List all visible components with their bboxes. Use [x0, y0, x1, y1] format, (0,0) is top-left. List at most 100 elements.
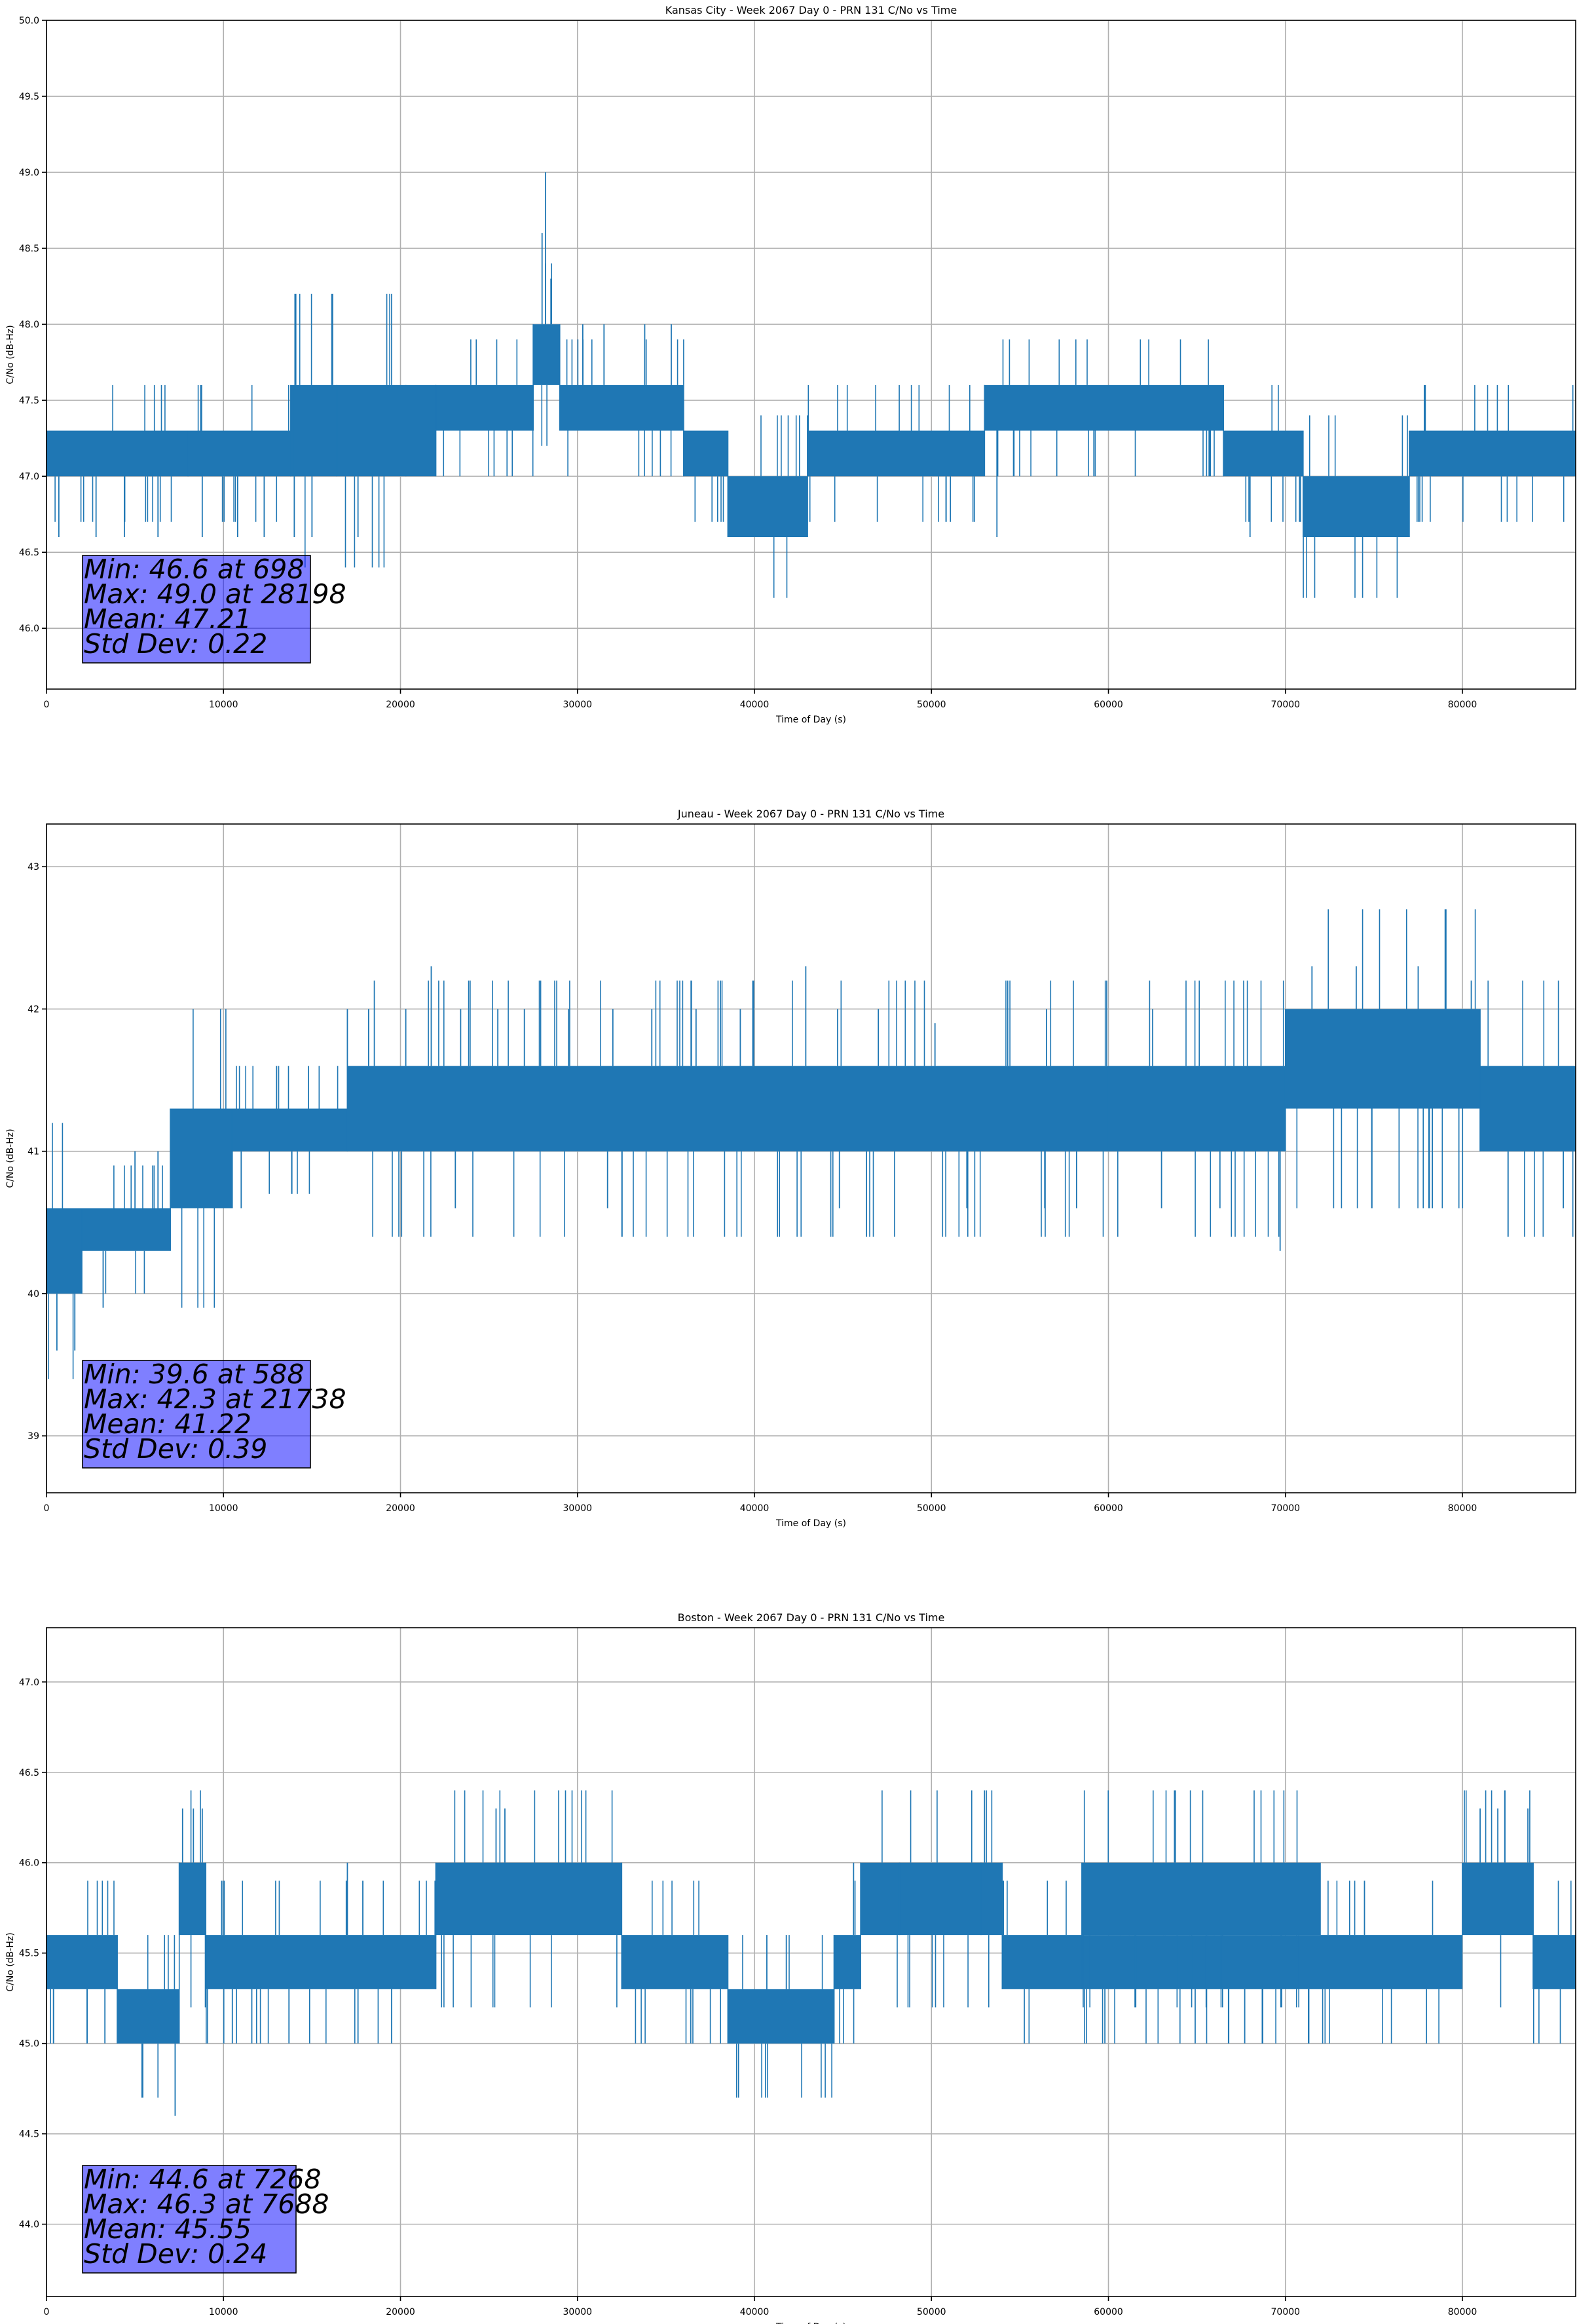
y-tick-label: 46.0	[19, 624, 39, 634]
signal-band	[1462, 1790, 1534, 2008]
stats-line: Std Dev: 0.22	[84, 628, 267, 660]
band-strokes	[621, 1935, 728, 1989]
band-strokes	[178, 1862, 206, 1936]
band-strokes	[559, 384, 684, 431]
y-tick-label: 46.0	[19, 1858, 39, 1869]
y-axis-label: C/No (dB-Hz)	[5, 325, 16, 384]
band-excursions	[635, 1881, 721, 2044]
band-excursions	[197, 384, 289, 522]
band-excursions	[441, 1790, 618, 2008]
y-tick-label: 46.5	[19, 1768, 39, 1778]
signal-band	[205, 1881, 436, 2044]
x-tick-label: 30000	[563, 2307, 592, 2317]
band-excursions	[997, 339, 1215, 477]
x-tick-label: 40000	[740, 2307, 770, 2317]
y-tick-label: 40	[28, 1289, 39, 1300]
x-tick-label: 70000	[1271, 2307, 1301, 2317]
x-tick-label: 0	[44, 1503, 50, 1514]
chart-juneau: 0 10000 20000 30000 40000 50000 60000 70000 8000…	[5, 808, 1576, 1529]
x-axis-label: Time of Day (s)	[775, 1518, 846, 1529]
band-strokes	[46, 1935, 118, 1989]
band-strokes	[1532, 1935, 1576, 1989]
band-strokes	[1285, 1009, 1480, 1109]
x-tick-label: 80000	[1448, 700, 1477, 710]
band-strokes	[81, 1208, 170, 1251]
y-tick-label: 45.0	[19, 2039, 39, 2050]
y-tick-label: 39	[28, 1431, 39, 1442]
signal-band	[1479, 981, 1576, 1237]
y-tick-label: 45.5	[19, 1949, 39, 1959]
x-tick-label: 10000	[209, 700, 238, 710]
chart-title: Boston - Week 2067 Day 0 - PRN 131 C/No …	[678, 1611, 945, 1624]
signal-band	[1081, 1790, 1321, 2008]
band-strokes	[1303, 476, 1409, 537]
y-tick-label: 48.5	[19, 244, 39, 254]
stats-box-background	[82, 555, 311, 664]
band-strokes	[187, 430, 291, 477]
band-excursions	[541, 263, 552, 446]
y-tick-label: 43	[28, 862, 39, 872]
band-excursions	[1245, 384, 1301, 522]
band-excursions	[236, 1066, 339, 1194]
band-strokes	[727, 1989, 834, 2044]
y-tick-label: 46.5	[19, 548, 39, 558]
x-tick-label: 0	[44, 700, 50, 710]
x-axis-label: Time of Day (s)	[775, 2322, 846, 2324]
y-tick-label: 49.0	[19, 168, 39, 178]
signal-band	[727, 1935, 834, 2098]
signal-band	[621, 1881, 728, 2044]
band-strokes	[46, 1208, 83, 1294]
signal-band	[1107, 981, 1286, 1237]
x-tick-label: 40000	[740, 700, 770, 710]
y-tick-label: 42	[28, 1004, 39, 1015]
band-strokes	[170, 1108, 232, 1209]
signal-band	[860, 1790, 1003, 2008]
band-strokes	[1462, 1862, 1534, 1936]
stats-line: Mean: 47.21	[84, 603, 251, 635]
band-strokes	[1001, 1935, 1463, 1989]
series-line	[46, 909, 1576, 1379]
stats-line: Max: 49.0 at 28198	[84, 578, 346, 610]
band-excursions	[294, 293, 392, 568]
band-excursions	[181, 1009, 227, 1308]
chart-kansas-city: 0 10000 20000 30000 40000 50000 60000 70000 8000…	[5, 4, 1576, 725]
stats-line: Std Dev: 0.39	[84, 1433, 267, 1465]
band-strokes	[807, 430, 984, 477]
band-excursions	[141, 1935, 176, 2098]
x-tick-label: 50000	[917, 2307, 946, 2317]
y-axis-label: C/No (dB-Hz)	[5, 1932, 16, 1991]
x-tick-label: 50000	[917, 700, 946, 710]
band-strokes	[1223, 430, 1303, 477]
x-tick-label: 10000	[209, 2307, 238, 2317]
y-tick-label: 48.0	[19, 320, 39, 330]
y-tick-label: 47.0	[19, 1677, 39, 1688]
band-strokes	[117, 1989, 179, 2044]
series-line	[46, 1790, 1576, 2116]
signal-band	[46, 384, 189, 522]
x-tick-label: 60000	[1094, 700, 1123, 710]
band-strokes	[290, 384, 436, 477]
band-strokes	[435, 1862, 622, 1936]
band-excursions	[1296, 909, 1476, 1209]
band-excursions	[881, 1790, 993, 2008]
band-strokes	[833, 1935, 861, 1989]
signal-band	[117, 1935, 179, 2098]
x-tick-label: 0	[44, 2307, 50, 2317]
axes-frame	[46, 20, 1576, 690]
band-strokes	[532, 324, 561, 385]
band-excursions	[1417, 384, 1574, 522]
stats-line: Mean: 41.22	[84, 1408, 251, 1440]
stats-box-background	[82, 1360, 311, 1469]
band-strokes	[984, 384, 1224, 431]
band-excursions	[1533, 1881, 1572, 2044]
band-strokes	[683, 430, 728, 477]
band-strokes	[1107, 1066, 1286, 1152]
x-tick-label: 10000	[209, 1503, 238, 1514]
band-strokes	[435, 384, 534, 431]
axes-frame	[46, 1627, 1576, 2297]
chart-boston: 0 10000 20000 30000 40000 50000 60000 70000 8000…	[5, 1611, 1576, 2324]
band-excursions	[48, 1123, 74, 1379]
